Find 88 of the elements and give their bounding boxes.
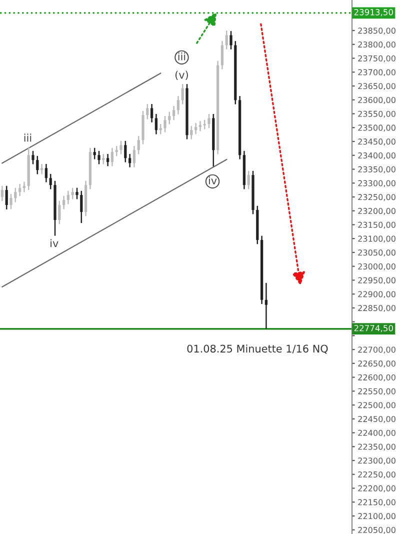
candlestick [93, 147, 96, 160]
candlestick [198, 120, 202, 132]
candlestick [132, 145, 136, 168]
candlestick [5, 185, 8, 210]
candlestick [66, 190, 70, 205]
y-tick-label: 22550,00 [358, 388, 396, 396]
y-tick-label: 22250,00 [358, 471, 396, 478]
candlestick [137, 135, 140, 155]
ref-line-label: 23913,50 [354, 9, 393, 16]
candlestick [154, 113, 158, 135]
candlestick [172, 105, 176, 121]
candlestick [176, 95, 180, 115]
y-tick-label: 23300,00 [358, 180, 396, 188]
candlestick [102, 153, 105, 165]
y-tick-label: 23800,00 [358, 41, 396, 48]
candlestick [44, 163, 48, 183]
candlestick [220, 40, 224, 70]
candlestick [168, 111, 171, 125]
y-tick-label: 23650,00 [358, 83, 396, 90]
y-tick-label: 22950,00 [358, 277, 396, 284]
y-tick-label: 23150,00 [358, 222, 396, 229]
y-tick-label: 23450,00 [358, 138, 396, 146]
y-tick-label: 23700,00 [358, 69, 396, 76]
candlestick [115, 145, 118, 157]
candlestick [62, 195, 66, 210]
ref-line-label: 22774,50 [354, 324, 393, 332]
candlestick [230, 30, 232, 50]
candlestick [98, 150, 100, 165]
candlestick [247, 170, 250, 190]
candlestick [58, 200, 61, 225]
y-tick-label: 22300,00 [358, 458, 396, 464]
candlestick [71, 187, 74, 200]
candlestick [40, 163, 44, 175]
candlestick [10, 193, 12, 210]
candlestick [14, 187, 17, 203]
candlestick [264, 282, 268, 330]
y-tick-label: 23500,00 [358, 124, 396, 132]
y-tick-label: 22400,00 [358, 430, 396, 437]
y-tick-label: 23350,00 [358, 166, 396, 174]
candlestick [80, 190, 83, 224]
candlestick [181, 83, 184, 105]
y-tick-label: 22900,00 [358, 291, 396, 298]
y-tick-label: 22850,00 [358, 305, 396, 312]
y-tick-label: 22350,00 [358, 444, 396, 451]
candlestick [225, 30, 228, 50]
candlestick [36, 155, 39, 175]
candlestick [120, 140, 122, 155]
candlestick [32, 150, 34, 165]
y-tick-label: 22150,00 [358, 499, 396, 506]
y-tick-label: 23200,00 [358, 208, 396, 215]
y-tick-label: 23400,00 [358, 152, 396, 160]
candlestick [110, 147, 114, 167]
y-tick-label: 23850,00 [358, 28, 396, 35]
candlestick [124, 140, 127, 163]
y-tick-label: 22700,00 [358, 346, 396, 354]
y-tick-label: 22500,00 [358, 402, 396, 410]
candlestick [146, 103, 149, 120]
candlestick [106, 153, 110, 167]
candlestick [18, 183, 22, 197]
y-tick-label: 23000,00 [358, 263, 396, 270]
y-tick-label: 23550,00 [358, 110, 396, 118]
y-tick-label: 23750,00 [358, 55, 396, 62]
y-tick-label: 23100,00 [358, 236, 396, 243]
candlestick [164, 115, 166, 133]
y-tick-label: 22650,00 [358, 360, 396, 368]
candlestick [194, 122, 198, 135]
annotation: (v) [175, 70, 188, 80]
y-tick-label: 23250,00 [358, 194, 396, 201]
candlestick [159, 123, 162, 135]
text: 01.08.25 Minuette 1/16 NQ [187, 344, 328, 354]
y-tick-label: 22600,00 [358, 374, 396, 382]
candlestick [190, 125, 193, 140]
candlestick [150, 103, 154, 123]
y-tick-label: 22100,00 [358, 513, 396, 520]
candlestick [49, 173, 52, 190]
annotation: iii [24, 134, 32, 142]
y-tick-label: 22200,00 [358, 485, 396, 492]
candlestick [128, 153, 132, 168]
y-tick-label: 22050,00 [358, 526, 396, 534]
annotation: iv [208, 176, 217, 184]
candlestick [208, 113, 210, 129]
annotation: iv [50, 239, 58, 247]
y-tick-label: 23050,00 [358, 250, 396, 256]
candlestick [0, 185, 4, 202]
y-tick-label: 23600,00 [358, 96, 396, 104]
candlestick [76, 187, 78, 200]
annotation: iii [178, 52, 186, 60]
y-tick-label: 22450,00 [358, 416, 396, 423]
